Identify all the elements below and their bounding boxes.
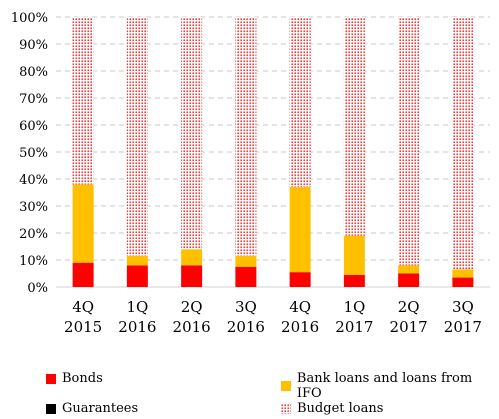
x-tick-label: 4Q xyxy=(72,298,94,316)
y-tick-label: 70% xyxy=(19,92,48,107)
legend-swatch-bonds xyxy=(46,373,56,384)
y-tick-label: 100% xyxy=(11,11,48,26)
legend-item-bank-loans: Bank loans and loans from IFO xyxy=(281,371,499,401)
bar-segment-bank-loans xyxy=(452,269,474,278)
x-tick-label: 2017 xyxy=(444,318,482,336)
x-tick-label: 2016 xyxy=(227,318,265,336)
bar-segment-bank-loans xyxy=(181,249,203,266)
legend-item-guarantees: Guarantees xyxy=(46,401,138,416)
bar-segment-budget-loans xyxy=(181,17,203,250)
x-tick-label: 2016 xyxy=(118,318,156,336)
x-tick-label: 3Q xyxy=(452,298,474,316)
x-tick-label: 2015 xyxy=(64,318,102,336)
legend-label-guarantees: Guarantees xyxy=(62,401,139,416)
x-tick-label: 2016 xyxy=(173,318,211,336)
x-tick-label: 2017 xyxy=(390,318,428,336)
x-tick-label: 2017 xyxy=(335,318,373,336)
stacked-bar-chart: 0% 10% 20% 30% 40% 50% 60% 70% 80% 90% 100% 4Q 2015 1… xyxy=(11,11,490,336)
y-tick-label: 60% xyxy=(19,119,48,134)
y-tick-label: 10% xyxy=(19,254,48,269)
legend-swatch-bank-loans xyxy=(281,381,291,391)
x-tick-label: 1Q xyxy=(126,298,148,316)
bar-segment-bonds xyxy=(126,265,148,287)
bar-segment-budget-loans xyxy=(235,17,257,256)
x-tick-label: 1Q xyxy=(343,298,365,316)
bar-segment-bonds xyxy=(235,266,257,287)
legend-swatch-guarantees xyxy=(46,403,56,414)
legend-item-bonds: Bonds xyxy=(46,371,103,386)
y-tick-label: 30% xyxy=(19,200,48,215)
legend-swatch-budget-loans xyxy=(281,403,291,414)
bar-segment-bank-loans xyxy=(343,235,365,275)
bar-segment-bank-loans xyxy=(289,187,311,273)
x-tick-label: 3Q xyxy=(235,298,257,316)
y-tick-label: 20% xyxy=(19,227,48,242)
x-tick-label: 2Q xyxy=(398,298,420,316)
x-tick-label: 2016 xyxy=(281,318,319,336)
x-tick-label: 2Q xyxy=(181,298,203,316)
legend-item-budget-loans: Budget loans xyxy=(281,401,383,416)
bar-segment-bonds xyxy=(343,274,365,287)
y-tick-label: 0% xyxy=(27,281,48,296)
bar-segment-budget-loans xyxy=(126,17,148,256)
bar-segment-bonds xyxy=(72,262,94,287)
bar-segment-budget-loans xyxy=(343,17,365,236)
bar-segment-budget-loans xyxy=(72,17,94,185)
y-tick-label: 50% xyxy=(19,146,48,161)
legend-label-bank-loans: Bank loans and loans from IFO xyxy=(296,371,473,401)
legend-label-budget-loans: Budget loans xyxy=(297,401,384,416)
bar-segment-bonds xyxy=(181,265,203,287)
bar-segment-bonds xyxy=(452,277,474,287)
y-tick-label: 40% xyxy=(19,173,48,188)
bar-segment-budget-loans xyxy=(289,17,311,188)
x-tick-label: 4Q xyxy=(289,298,311,316)
bar-segment-bank-loans xyxy=(235,255,257,267)
legend-label-bonds: Bonds xyxy=(62,371,103,386)
bar-segment-bonds xyxy=(398,273,420,287)
bar-segment-budget-loans xyxy=(452,17,474,270)
bar-segment-budget-loans xyxy=(398,17,420,266)
bar-segment-bank-loans xyxy=(398,265,420,274)
y-tick-label: 90% xyxy=(19,38,48,53)
bar-segment-bonds xyxy=(289,272,311,287)
y-tick-label: 80% xyxy=(19,65,48,80)
bar-segment-bank-loans xyxy=(126,255,148,266)
bar-segment-bank-loans xyxy=(72,184,94,263)
